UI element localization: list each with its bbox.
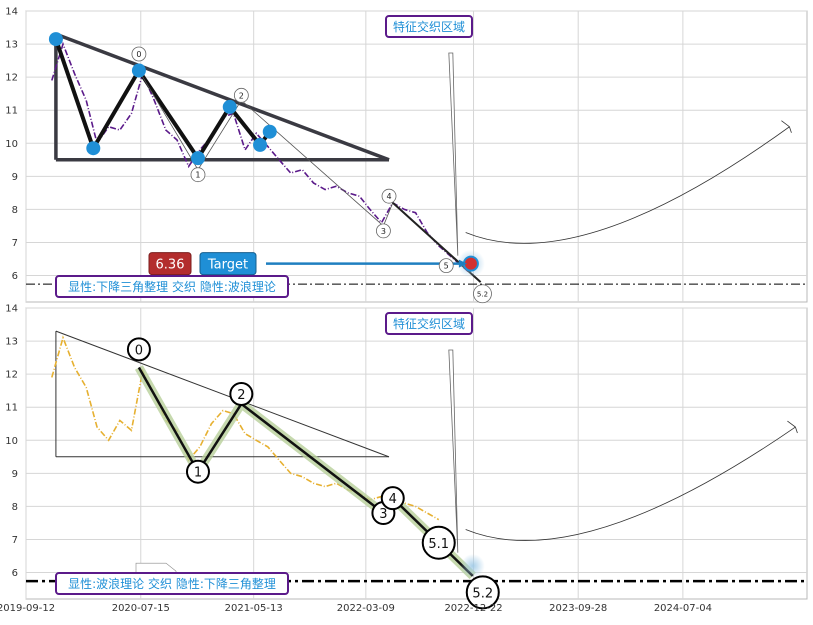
wave-label-circle [465,575,500,610]
pivot-point [86,141,101,156]
top-panel: 678910111213140123455.26.36Target5.74特征交… [5,7,808,304]
wave-label-circle [473,284,492,304]
wave-label: 5.2 [472,586,493,601]
wave-label-circle [421,525,456,560]
x-tick-label: 2020-07-15 [112,603,170,614]
wave-label: 0 [135,343,143,358]
price-badge-text: 6.36 [156,258,185,273]
wave-end-glow [460,553,485,578]
y-tick-label: 8 [12,205,18,216]
plot-area [25,307,808,600]
region-label: 特征交织区域 [393,19,465,34]
y-tick-label: 14 [5,304,18,315]
y-tick-label: 10 [5,436,18,447]
y-tick-label: 12 [5,73,18,84]
x-tick-label: 2023-09-28 [549,603,607,614]
wave-label-circle [185,459,210,484]
y-tick-label: 6 [12,568,18,579]
region-label-box [385,15,473,38]
wave-label: 5.1 [428,537,449,552]
wave-label: 1 [194,466,202,481]
wave-label-circle [438,258,454,274]
target-arrow-head [458,259,467,268]
wave-label: 2 [239,91,244,100]
projection-arc [465,426,796,541]
mode-label: 显性:波浪理论 交织 隐性:下降三角整理 [68,576,276,591]
y-tick-label: 10 [5,139,18,150]
x-tick-label: 2024-07-04 [654,603,712,614]
projection-arc [465,126,790,244]
wave-label: 4 [386,192,391,201]
wave-label-circle [126,337,151,362]
pivot-point [253,137,268,152]
x-axis: 2019-09-12 2020-07-15 2021-05-13 2022-03-09… [0,603,712,614]
price-badge [148,252,192,276]
y-tick-label: 13 [5,337,18,348]
wave-label-circle [233,87,249,103]
wave-label-circle [131,46,147,62]
region-label-box [385,312,473,335]
x-tick-label: 2019-09-12 [0,603,55,614]
projection-arrow-head [781,120,792,133]
mode-label-box [55,275,289,298]
y-tick-label: 12 [5,370,18,381]
pivot-point [190,151,205,166]
wave-label-circle [381,188,397,204]
wave-label: 3 [379,507,387,522]
wave-label-circle [229,381,254,406]
target-badge-text: Target [207,258,248,273]
region-arrow [448,349,459,553]
mode-label: 显性:下降三角整理 交织 隐性:波浪理论 [68,279,276,294]
wave-label: 1 [195,171,200,180]
wave-label: 2 [237,388,245,403]
x-tick-label: 2022-12-22 [444,603,502,614]
bottom-panel: 67891011121314012345.15.25.74特征交织区域显性:波浪… [5,304,808,610]
triangle-upper-line [55,330,390,458]
wave-label: 3 [381,227,386,236]
wave-label: 5.2 [477,291,488,299]
region-arrow [448,52,459,256]
pivot-point [131,63,146,78]
wave-label: 4 [389,492,397,507]
pivot-point [262,124,277,139]
y-tick-label: 9 [12,469,18,480]
y-tick-label: 11 [5,403,18,414]
y-tick-label: 7 [12,238,18,249]
wave-label-circle [376,223,391,239]
target-badge [199,252,257,276]
wave-label: 5 [444,262,449,271]
pivot-point [48,32,63,47]
y-tick-label: 8 [12,502,18,513]
price-series-line [51,41,470,273]
price-series-line [51,335,440,521]
projection-arrow-head [787,420,798,434]
x-tick-label: 2022-03-09 [337,603,395,614]
y-tick-label: 14 [5,7,18,18]
mode-label-box [55,572,289,595]
region-label: 特征交织区域 [393,316,465,331]
wave-label-circle [190,167,206,183]
y-tick-label: 9 [12,172,18,183]
y-tick-label: 11 [5,106,18,117]
y-tick-label: 6 [12,271,18,282]
pivot-point [222,99,237,114]
y-tick-label: 7 [12,535,18,546]
y-tick-label: 13 [5,40,18,51]
wave-label: 0 [136,50,141,59]
x-tick-label: 2021-05-13 [225,603,283,614]
wave-label-circle [380,486,405,511]
triangle-upper-line [55,32,390,162]
